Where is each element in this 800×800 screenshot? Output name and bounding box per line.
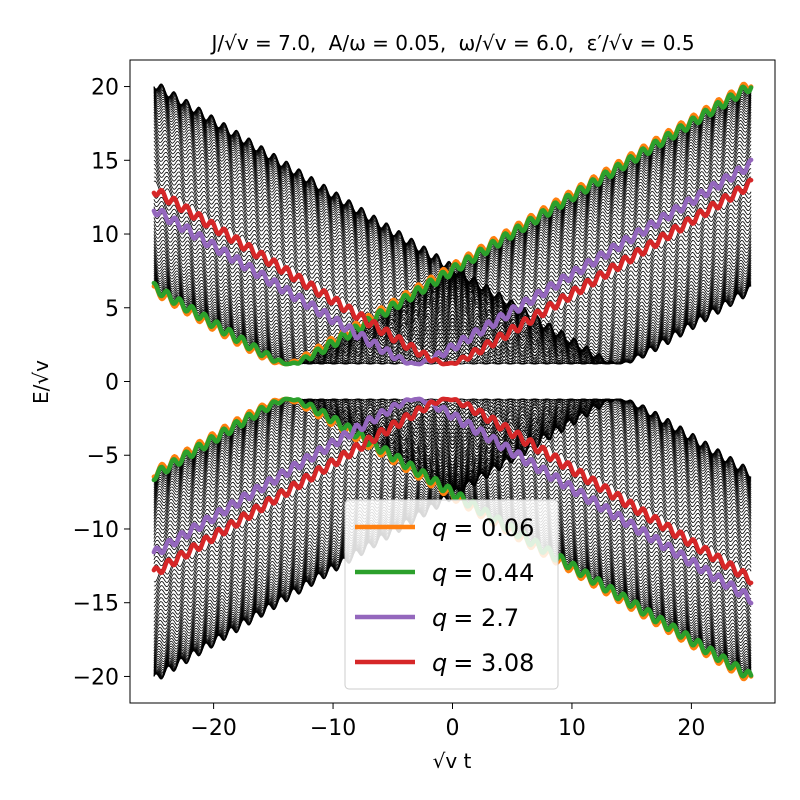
legend-label: q = 3.08 xyxy=(432,649,534,677)
legend-box xyxy=(344,499,559,690)
x-tick-label: 10 xyxy=(558,716,586,741)
background-band-line xyxy=(153,398,752,643)
chart-title: J/√v = 7.0, A/ω = 0.05, ω/√v = 6.0, ε′/√… xyxy=(209,31,694,55)
background-band-line xyxy=(153,102,752,365)
y-tick-label: 5 xyxy=(105,297,119,322)
x-axis-ticks: −20 −10 0 10 20 xyxy=(190,703,705,741)
background-band-line xyxy=(153,398,752,665)
background-band-line xyxy=(153,100,752,365)
background-band-line xyxy=(153,398,752,626)
highlighted-series-lines xyxy=(151,81,754,682)
background-band-line xyxy=(153,130,752,365)
x-tick-label: −10 xyxy=(310,716,356,741)
background-band-line xyxy=(153,398,752,619)
background-band-line xyxy=(153,398,752,652)
background-band-line xyxy=(153,398,752,607)
background-band-line xyxy=(153,137,752,365)
title-part-a: A/ω = 0.05, xyxy=(329,31,447,55)
y-tick-label: 15 xyxy=(91,149,119,174)
y-tick-label: −15 xyxy=(73,592,119,617)
x-axis-label: √v t xyxy=(433,749,472,773)
background-band-line xyxy=(153,111,752,365)
background-band-line xyxy=(153,117,752,365)
series-line-q2-upper xyxy=(151,157,754,367)
legend: q = 0.06 q = 0.44 q = 2.7 q = 3.08 xyxy=(344,499,559,690)
x-tick-label: 0 xyxy=(446,716,460,741)
series-line-q3-lower xyxy=(151,396,754,586)
background-band-line xyxy=(153,106,752,365)
y-tick-label: −5 xyxy=(87,444,119,469)
y-tick-label: 20 xyxy=(91,76,119,101)
background-band-line xyxy=(153,398,752,661)
background-band-line xyxy=(153,109,752,365)
background-band-line xyxy=(153,398,752,659)
background-band-line xyxy=(153,398,752,663)
legend-label: q = 0.44 xyxy=(432,559,534,587)
series-line-q1-upper xyxy=(151,84,754,367)
background-band-line xyxy=(153,164,752,365)
series-line-q2-lower xyxy=(151,396,754,606)
background-band-line xyxy=(153,98,752,365)
title-part-omega: ω/√v = 6.0, xyxy=(459,31,575,55)
title-part-j: J/√v = 7.0, xyxy=(209,31,316,55)
background-band-line xyxy=(153,398,752,611)
y-tick-label: −20 xyxy=(73,665,119,690)
background-band-line xyxy=(153,398,752,654)
y-tick-label: 10 xyxy=(91,223,119,248)
x-tick-label: 20 xyxy=(677,716,705,741)
background-band-line xyxy=(153,126,752,365)
legend-label: q = 0.06 xyxy=(432,514,534,542)
background-band-line xyxy=(153,172,752,365)
background-band-line xyxy=(153,156,752,365)
x-tick-label: −20 xyxy=(190,716,236,741)
y-axis-label: E/√v xyxy=(29,360,53,404)
y-axis-ticks: −20 −15 −10 −5 0 5 10 15 20 xyxy=(73,76,130,690)
title-part-eps: ε′/√v = 0.5 xyxy=(587,31,695,55)
y-tick-label: −10 xyxy=(73,518,119,543)
background-band-line xyxy=(153,398,752,595)
series-line-q1-lower xyxy=(151,396,754,679)
background-band-line xyxy=(153,94,752,365)
background-band-line xyxy=(153,398,752,633)
background-band-line xyxy=(153,96,752,365)
background-band-line xyxy=(153,398,752,637)
y-tick-label: 0 xyxy=(105,371,119,396)
background-band-line xyxy=(153,398,752,623)
background-band-line xyxy=(153,123,752,365)
background-band-line xyxy=(153,133,752,365)
background-band-line xyxy=(153,398,752,646)
background-band-line xyxy=(153,398,752,615)
background-band-line xyxy=(153,104,752,365)
background-band-line xyxy=(153,398,752,657)
background-band-line xyxy=(153,148,752,365)
background-band-line xyxy=(153,398,752,667)
background-band-line xyxy=(153,398,752,649)
legend-label: q = 2.7 xyxy=(432,604,519,632)
background-band-line xyxy=(153,398,752,669)
series-line-q3-upper xyxy=(151,177,754,367)
background-band-line xyxy=(153,120,752,365)
background-band-line xyxy=(153,398,752,630)
background-band-line xyxy=(153,144,752,365)
background-band-line xyxy=(153,114,752,365)
background-band-line xyxy=(153,398,752,599)
background-band-line xyxy=(153,140,752,365)
background-band-line xyxy=(153,168,752,365)
background-band-line xyxy=(153,398,752,591)
background-band-line xyxy=(153,398,752,640)
background-band-line xyxy=(153,152,752,365)
